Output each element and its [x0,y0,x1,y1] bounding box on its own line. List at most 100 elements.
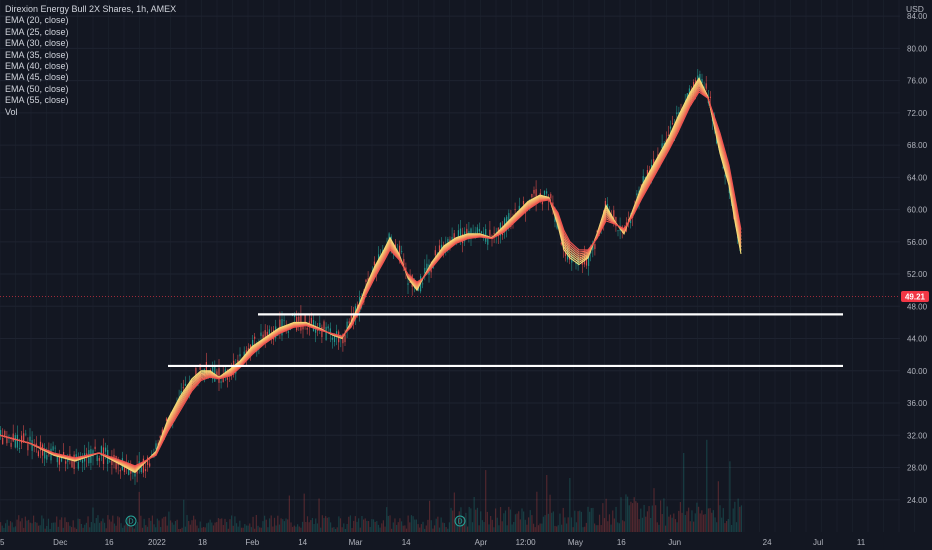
volume-bar [282,519,284,532]
volume-bar [689,521,691,532]
volume-bar [587,506,589,532]
volume-bar [217,518,219,532]
symbol-title[interactable]: Direxion Energy Bull 2X Shares, 1h, AMEX [5,4,177,14]
volume-bar [392,522,394,532]
candle-body [180,390,182,395]
volume-bar [516,513,518,532]
volume-bar [496,517,498,532]
x-axis[interactable]: 15 Dec 16 2022 18 Feb 14 Mar 14 Apr 12:00 May 16 Jun 2… [0,538,866,547]
indicator-ema-40[interactable]: EMA (40, close) [5,61,69,72]
volume-bar [724,523,726,532]
last-price-value: 49.21 [905,293,926,302]
volume-bar [321,515,323,532]
volume-bar [122,527,124,532]
volume-bar [138,491,140,532]
volume-bar [442,522,444,532]
volume-bar [493,527,495,532]
volume-bar [491,519,493,532]
volume-bar [1,525,3,532]
candle-body [216,371,218,378]
candle-body [329,328,331,334]
candle-body [373,261,375,266]
volume-bar [369,527,371,532]
indicator-ema-30[interactable]: EMA (30, close) [5,38,69,49]
volume-bar [95,517,97,532]
candle-body [31,440,33,451]
y-tick-label-11: 40.00 [907,367,928,376]
indicator-ema-55[interactable]: EMA (55, close) [5,95,69,106]
volume-bar [356,521,358,532]
volume-bar [341,527,343,532]
volume-bar [361,515,363,532]
indicator-ema-25[interactable]: EMA (25, close) [5,26,69,37]
indicator-volume[interactable]: Vol [5,106,18,117]
candle-body [325,326,327,340]
x-tick-label-7: Mar [349,538,363,547]
candle-body [247,348,249,352]
candle-body [218,368,220,383]
volume-bar [102,518,104,532]
candle-body [615,217,617,227]
candle-body [195,368,197,378]
volume-bar [3,527,5,532]
volume-bar [227,528,229,532]
candle-body [403,259,405,266]
candle-body [468,231,470,234]
volume-bar [598,514,601,532]
volume-bar [13,527,15,532]
candle-body [327,326,329,329]
candle-body [705,83,707,89]
candle-body [16,434,18,448]
indicator-ema-45[interactable]: EMA (45, close) [5,72,69,83]
volume-bar [732,508,734,532]
dividend-marker-2[interactable]: D [454,515,466,527]
volume-bar [163,516,165,532]
volume-bar [231,515,233,532]
candle-body [151,454,153,455]
volume-bar [344,528,347,532]
candle-body [161,429,163,435]
dividend-marker-1[interactable]: D [125,515,137,527]
volume-bar [339,518,342,532]
volume-bar [94,523,96,532]
volume-bar [655,505,657,532]
volume-bar [325,516,327,532]
volume-bar [674,519,677,532]
volume-bar [267,527,269,532]
volume-bar [264,515,266,532]
volume-bar [407,515,409,532]
volume-bar [268,518,271,532]
indicator-ema-50[interactable]: EMA (50, close) [5,83,69,94]
volume-bar [433,525,436,532]
candle-body [548,200,550,202]
volume-bar [16,519,18,532]
candle-body [457,230,459,240]
volume-bar [168,511,170,532]
volume-bar [354,516,356,532]
volume-bar [440,517,442,532]
candle-body [697,75,699,83]
volume-bar [567,517,569,532]
volume-bar [99,522,101,532]
candle-body [264,330,266,343]
volume-bar [462,526,464,532]
y-axis[interactable]: 84.00 80.00 76.00 72.00 68.00 64.00 60.00 56.00… [907,12,928,505]
candle-body [348,321,350,324]
y-tick-label-3: 72.00 [907,109,928,118]
candle-body [310,317,312,324]
volume-bar [292,526,294,532]
volume-bar [381,523,383,532]
volume-bar [338,516,340,532]
candle-body [627,219,630,221]
x-tick-label-9: Apr [475,538,488,547]
volume-bar [577,511,579,532]
indicator-ema-35[interactable]: EMA (35, close) [5,49,69,60]
volume-bar [726,521,728,532]
volume-bar [70,527,73,532]
volume-bar [485,470,487,532]
volume-bar [483,522,485,532]
indicator-ema-20[interactable]: EMA (20, close) [5,15,69,26]
volume-bar [721,517,723,532]
volume-bar [348,516,350,532]
